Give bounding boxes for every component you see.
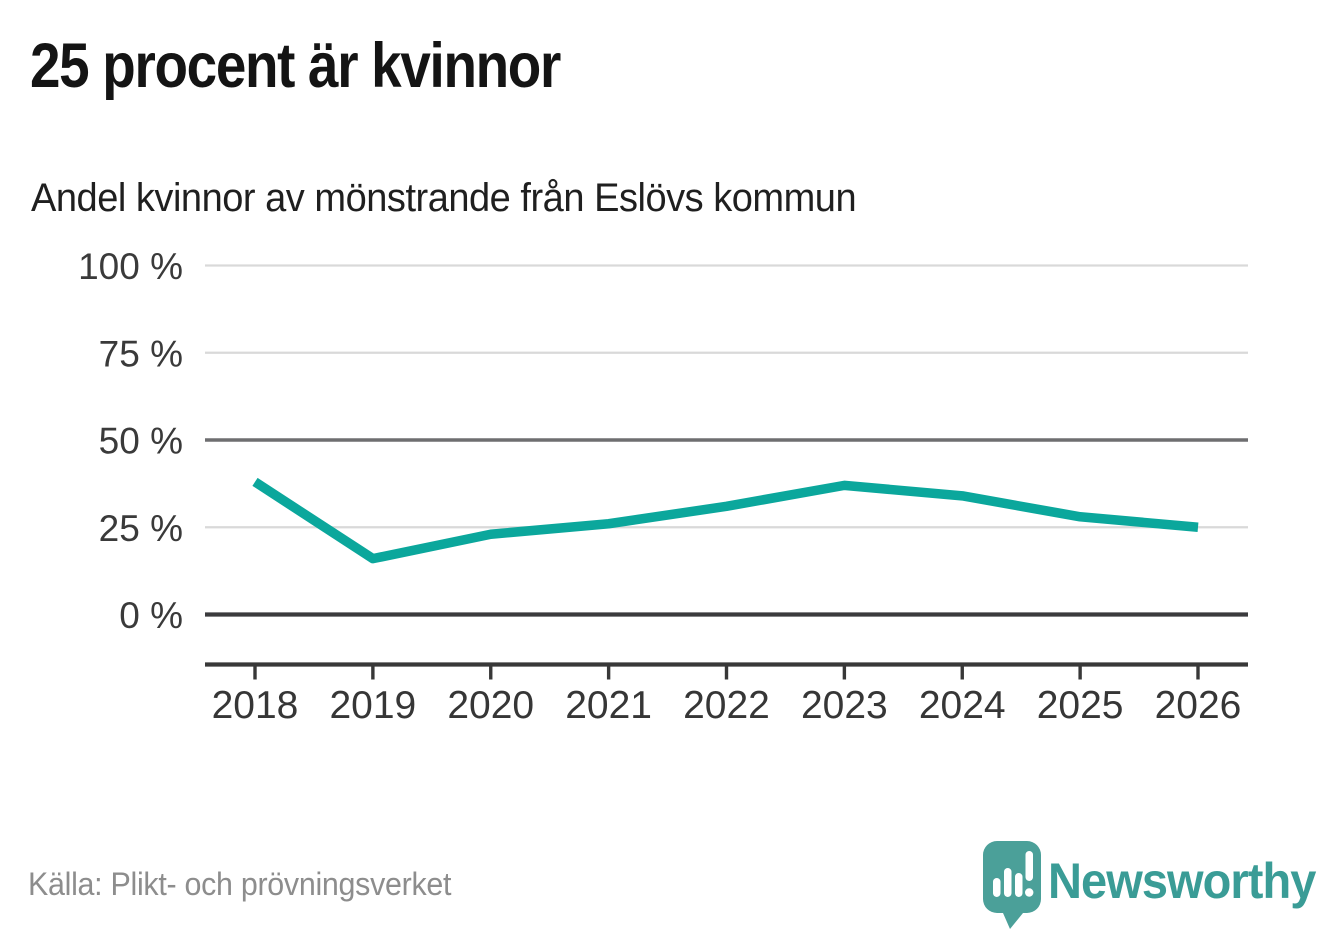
x-axis-label: 2026 [1155, 684, 1242, 727]
newsworthy-logo: Newsworthy [982, 840, 1316, 935]
chart-title: 25 procent är kvinnor [30, 31, 561, 101]
y-axis-label: 50 % [99, 421, 183, 462]
x-axis-label: 2025 [1037, 684, 1124, 727]
y-axis-label: 25 % [99, 508, 183, 549]
x-axis-label: 2024 [919, 684, 1006, 727]
y-axis-label: 100 % [78, 246, 183, 287]
newsworthy-wordmark: Newsworthy [1048, 853, 1316, 909]
speech-bubble-bar-chart-icon [983, 841, 1041, 929]
x-axis-label: 2023 [801, 684, 888, 727]
x-axis-label: 2021 [565, 684, 652, 727]
data-series-line [252, 477, 1199, 564]
source-note: Källa: Plikt- och prövningsverket [28, 866, 452, 902]
y-axis-label: 0 % [119, 595, 183, 636]
x-axis-label: 2019 [329, 684, 416, 727]
x-axis-label: 2018 [212, 684, 299, 727]
y-axis-label: 75 % [99, 333, 183, 374]
x-axis-label: 2022 [683, 684, 770, 727]
x-axis-label: 2020 [447, 684, 534, 727]
chart-subtitle: Andel kvinnor av mönstrande från Eslövs … [31, 176, 857, 220]
